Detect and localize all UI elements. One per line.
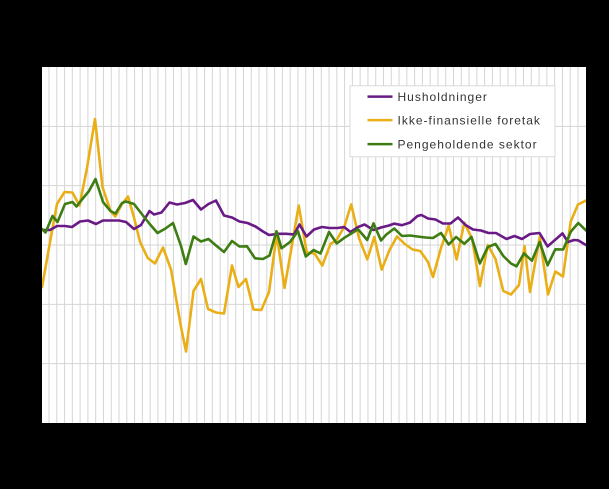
svg-text:Ikke-finansielle foretak: Ikke-finansielle foretak [398, 113, 541, 127]
svg-text:Pengeholdende sektor: Pengeholdende sektor [398, 137, 538, 151]
svg-text:Husholdninger: Husholdninger [398, 90, 488, 104]
